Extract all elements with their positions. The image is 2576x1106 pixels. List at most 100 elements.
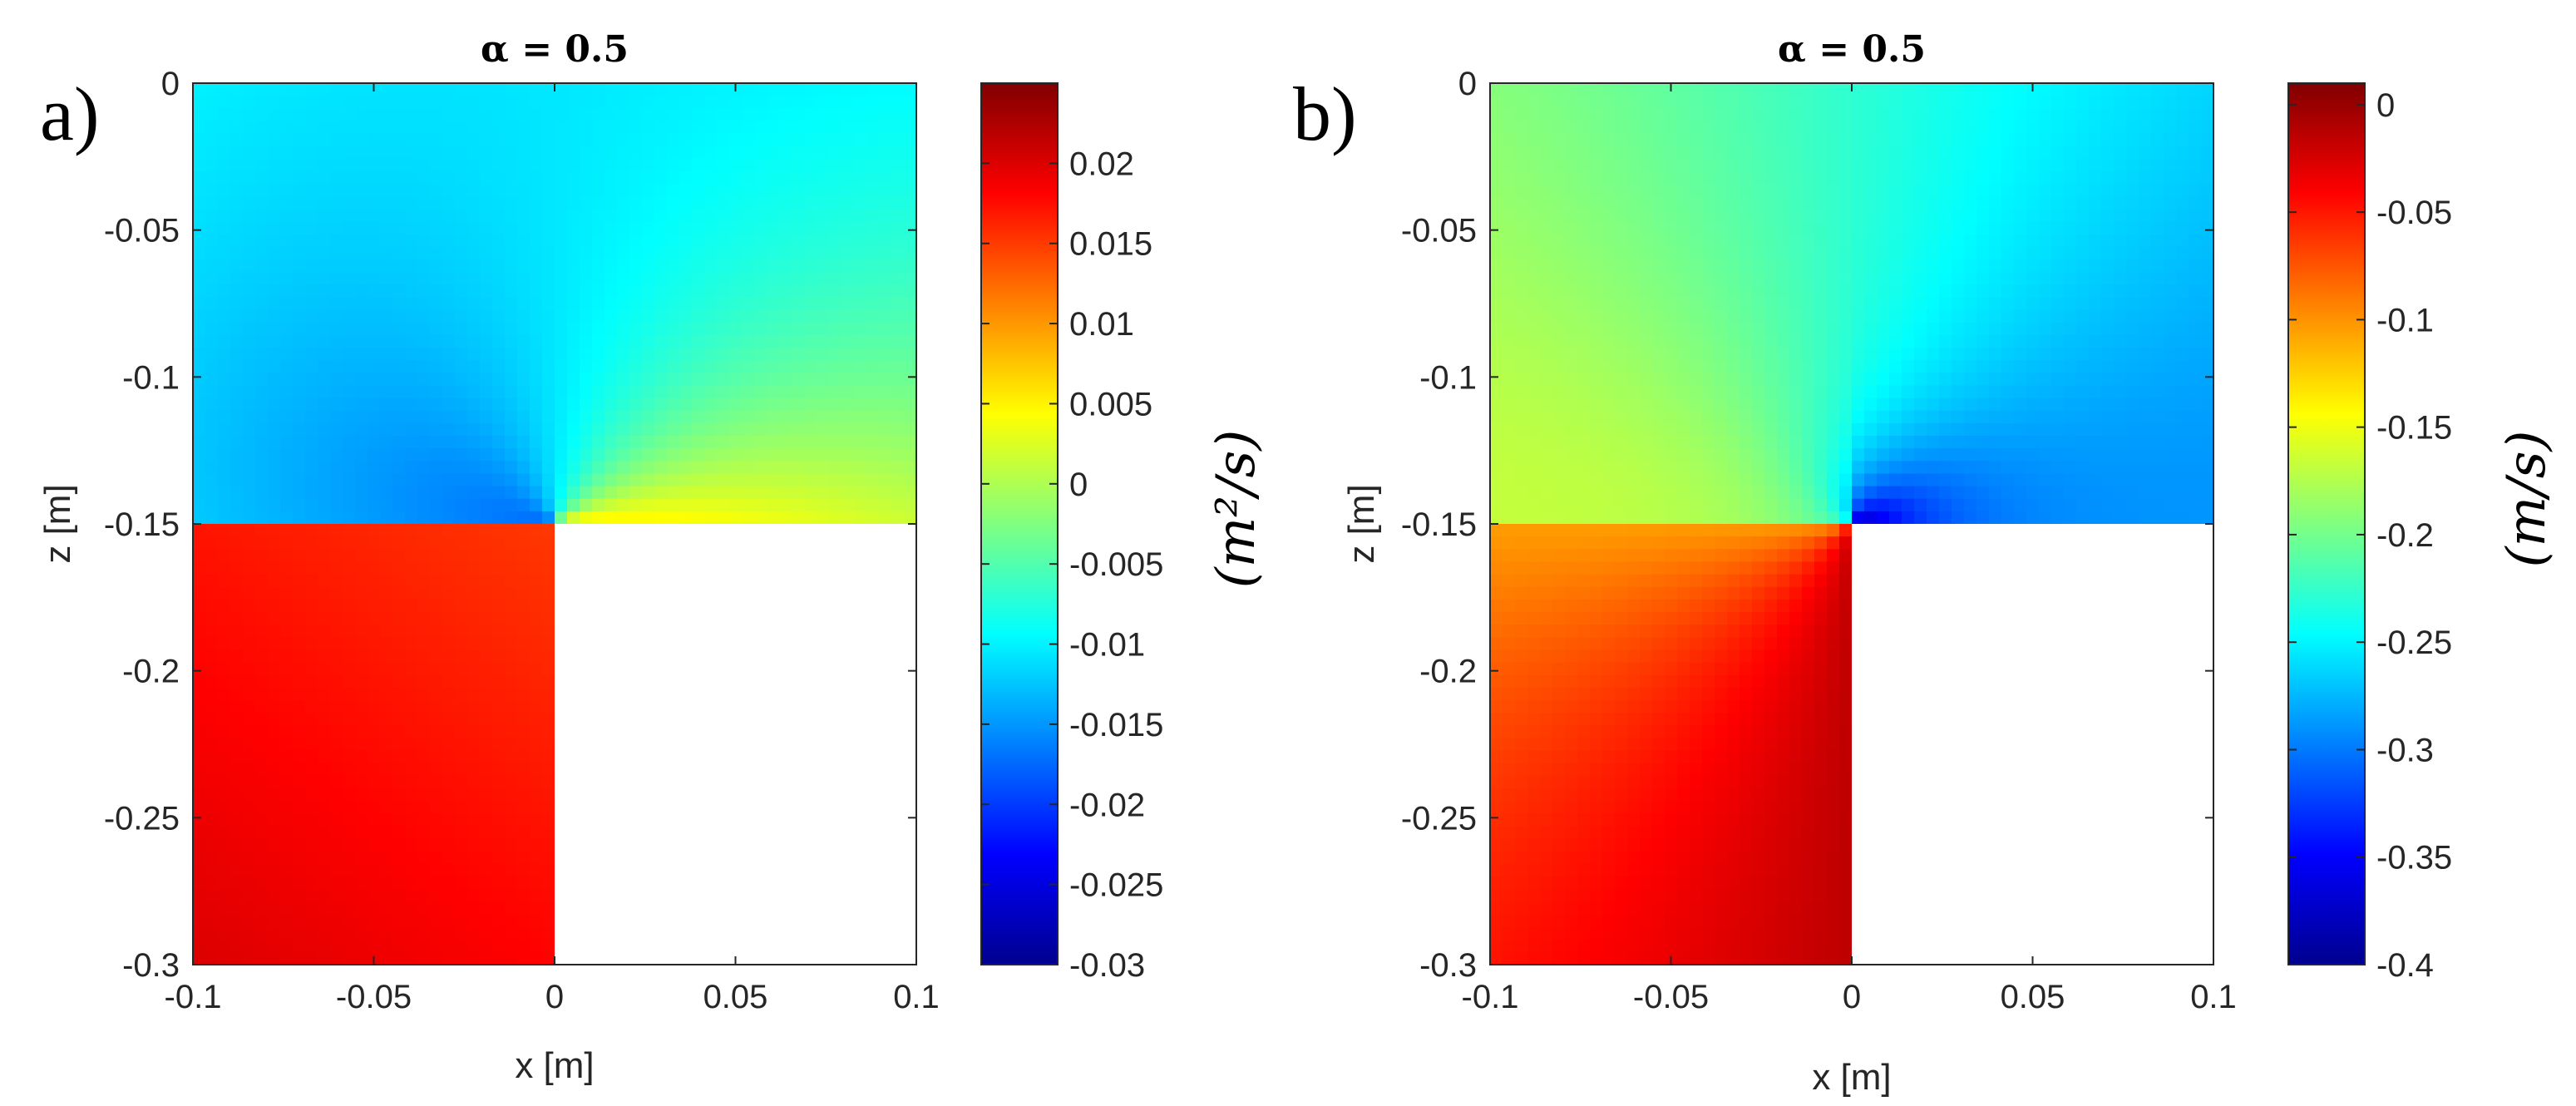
heatmap-cell — [492, 951, 506, 965]
heatmap-cell — [617, 171, 630, 185]
heatmap-cell — [467, 259, 481, 273]
heatmap-cell — [605, 284, 618, 299]
heatmap-cell — [355, 926, 368, 941]
heatmap-cell — [1527, 951, 1541, 965]
heatmap-cell — [505, 209, 518, 223]
heatmap-cell — [293, 171, 306, 185]
heatmap-cell — [392, 348, 406, 361]
heatmap-cell — [255, 410, 269, 424]
heatmap-cell — [442, 951, 456, 965]
heatmap-cell — [330, 813, 343, 827]
heatmap-cell — [605, 171, 618, 185]
heatmap-cell — [567, 473, 580, 487]
heatmap-cell — [193, 436, 206, 449]
heatmap-cell — [530, 96, 543, 110]
heatmap-cell — [505, 524, 518, 537]
heatmap-cell — [492, 586, 506, 600]
heatmap-cell — [355, 813, 368, 827]
heatmap-cell — [268, 586, 281, 600]
heatmap-cell — [193, 146, 206, 160]
heatmap-cell — [243, 385, 256, 399]
heatmap-cell — [1490, 436, 1503, 449]
heatmap-cell — [667, 234, 680, 248]
heatmap-cell — [380, 788, 393, 802]
heatmap-cell — [243, 612, 256, 625]
heatmap-cell — [330, 234, 343, 248]
heatmap-cell — [205, 448, 219, 462]
heatmap-cell — [480, 687, 493, 701]
heatmap-cell — [268, 700, 281, 713]
heatmap-cell — [1590, 625, 1603, 639]
heatmap-cell — [854, 246, 867, 260]
heatmap-cell — [1515, 876, 1528, 890]
heatmap-cell — [530, 851, 543, 865]
heatmap-cell — [205, 700, 219, 713]
heatmap-cell — [430, 775, 443, 789]
heatmap-cell — [455, 83, 468, 96]
heatmap-cell — [1602, 574, 1616, 588]
heatmap-cell — [492, 83, 506, 96]
heatmap-cell — [1503, 775, 1516, 789]
heatmap-cell — [205, 951, 219, 965]
heatmap-cell — [355, 83, 368, 96]
heatmap-cell — [1615, 725, 1628, 739]
heatmap-cell — [1515, 309, 1528, 323]
heatmap-cell — [205, 184, 219, 198]
heatmap-cell — [442, 272, 456, 286]
heatmap-cell — [230, 536, 244, 551]
heatmap-cell — [368, 334, 381, 348]
heatmap-cell — [480, 498, 493, 512]
heatmap-cell — [230, 498, 244, 512]
heatmap-cell — [392, 133, 406, 147]
heatmap-cell — [667, 184, 680, 198]
heatmap-cell — [817, 410, 830, 424]
heatmap-cell — [1565, 549, 1578, 563]
heatmap-cell — [1565, 108, 1578, 122]
heatmap-cell — [218, 511, 231, 525]
heatmap-cell — [1527, 234, 1541, 248]
heatmap-cell — [767, 322, 780, 336]
heatmap-cell — [405, 901, 418, 916]
heatmap-cell — [293, 662, 306, 676]
heatmap-cell — [517, 914, 530, 928]
heatmap-cell — [754, 146, 767, 160]
heatmap-cell — [455, 838, 468, 852]
heatmap-cell — [392, 889, 406, 903]
heatmap-cell — [392, 322, 406, 336]
heatmap-cell — [567, 360, 580, 374]
heatmap-cell — [492, 436, 506, 449]
heatmap-cell — [193, 108, 206, 122]
heatmap-cell — [205, 801, 219, 815]
heatmap-cell — [430, 700, 443, 713]
heatmap-cell — [243, 83, 256, 96]
heatmap-cell — [804, 221, 817, 235]
heatmap-cell — [343, 121, 356, 135]
heatmap-cell — [592, 297, 605, 311]
heatmap-cell — [492, 334, 506, 348]
heatmap-cell — [692, 272, 705, 286]
heatmap-cell — [642, 385, 655, 399]
heatmap-cell — [318, 763, 331, 777]
heatmap-cell — [280, 939, 294, 953]
heatmap-cell — [205, 901, 219, 916]
heatmap-cell — [268, 234, 281, 248]
heatmap-cell — [205, 385, 219, 399]
heatmap-cell — [866, 158, 880, 172]
heatmap-cell — [268, 649, 281, 664]
heatmap-cell — [517, 234, 530, 248]
heatmap-cell — [841, 461, 855, 475]
heatmap-cell — [654, 133, 668, 147]
heatmap-cell — [767, 373, 780, 387]
heatmap-cell — [642, 297, 655, 311]
heatmap-cell — [580, 121, 593, 135]
heatmap-cell — [293, 272, 306, 286]
heatmap-cell — [1577, 939, 1591, 953]
heatmap-cell — [517, 309, 530, 323]
heatmap-cell — [1590, 713, 1603, 727]
heatmap-cell — [542, 889, 555, 903]
heatmap-cell — [392, 599, 406, 613]
heatmap-cell — [1540, 83, 1553, 96]
heatmap-cell — [754, 158, 767, 172]
heatmap-cell — [517, 649, 530, 664]
heatmap-cell — [1503, 788, 1516, 802]
